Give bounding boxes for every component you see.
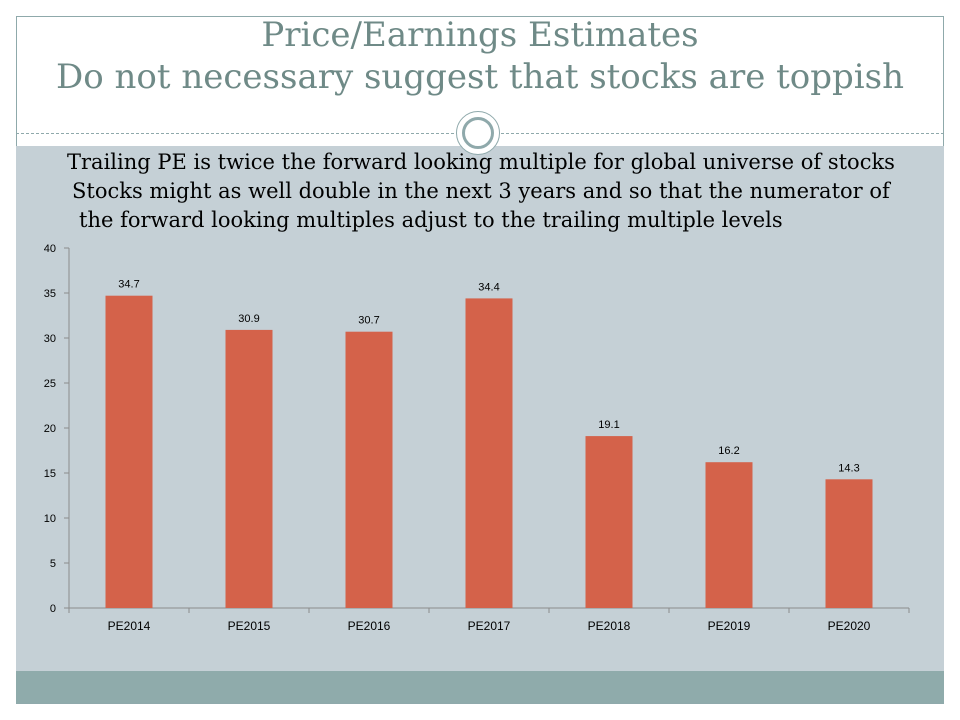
bar: [825, 479, 873, 608]
circle-ornament-icon: [456, 111, 500, 155]
bar: [465, 298, 513, 608]
bar: [585, 436, 633, 608]
bar-value-label: 34.7: [118, 279, 139, 291]
y-tick-label: 35: [44, 288, 56, 300]
y-tick-label: 30: [44, 333, 56, 345]
circle-ornament-inner: [462, 117, 494, 149]
body-text-line-1: Trailing PE is twice the forward looking…: [67, 150, 895, 174]
y-tick-label: 40: [44, 243, 56, 255]
y-tick-label: 5: [50, 558, 56, 570]
y-tick-label: 0: [50, 603, 56, 615]
x-category-label: PE2020: [828, 619, 871, 633]
body-text-line-3: the forward looking multiples adjust to …: [79, 208, 783, 232]
x-category-label: PE2018: [588, 619, 631, 633]
bar-value-label: 34.4: [478, 281, 499, 293]
x-category-label: PE2017: [468, 619, 511, 633]
title-line-2: Do not necessary suggest that stocks are…: [55, 57, 905, 97]
title-line-1: Price/Earnings Estimates: [261, 15, 699, 55]
x-category-label: PE2015: [228, 619, 271, 633]
y-tick-label: 15: [44, 468, 56, 480]
slide-title: Price/Earnings Estimates Do not necessar…: [16, 16, 944, 136]
x-category-label: PE2014: [108, 619, 151, 633]
bar-value-label: 16.2: [718, 445, 739, 457]
bar-value-label: 30.9: [238, 313, 259, 325]
footer-band: [16, 671, 944, 703]
bar-value-label: 30.7: [358, 315, 379, 327]
body-text-line-2: Stocks might as well double in the next …: [72, 179, 890, 203]
x-category-label: PE2016: [348, 619, 391, 633]
bar-value-label: 14.3: [838, 462, 859, 474]
y-tick-label: 25: [44, 378, 56, 390]
x-category-label: PE2019: [708, 619, 751, 633]
y-tick-label: 20: [44, 423, 56, 435]
bar: [705, 462, 753, 608]
y-tick-label: 10: [44, 513, 56, 525]
bar: [345, 331, 393, 608]
bar: [105, 295, 153, 608]
bar: [225, 329, 273, 608]
bar-value-label: 19.1: [598, 419, 619, 431]
